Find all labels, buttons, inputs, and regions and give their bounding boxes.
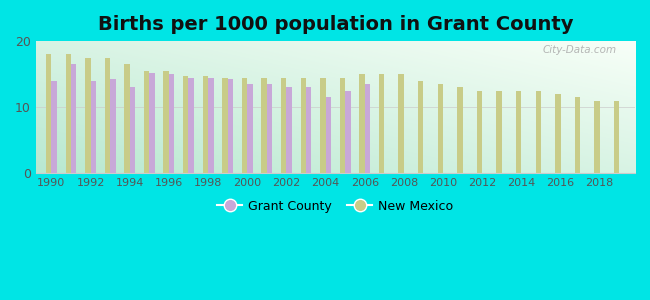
Bar: [90, 81, 96, 173]
Bar: [287, 87, 292, 173]
Bar: [418, 81, 424, 173]
Bar: [340, 77, 345, 173]
Legend: Grant County, New Mexico: Grant County, New Mexico: [212, 194, 458, 218]
Bar: [105, 58, 110, 173]
Bar: [398, 74, 404, 173]
Bar: [476, 91, 482, 173]
Bar: [497, 91, 502, 173]
Bar: [326, 98, 331, 173]
Bar: [242, 77, 247, 173]
Bar: [66, 54, 71, 173]
Bar: [266, 84, 272, 173]
Bar: [188, 77, 194, 173]
Bar: [71, 64, 77, 173]
Bar: [594, 101, 600, 173]
Bar: [110, 80, 116, 173]
Bar: [163, 71, 169, 173]
Text: City-Data.com: City-Data.com: [543, 45, 617, 55]
Bar: [85, 58, 90, 173]
Bar: [227, 79, 233, 173]
Bar: [457, 87, 463, 173]
Bar: [247, 84, 253, 173]
Title: Births per 1000 population in Grant County: Births per 1000 population in Grant Coun…: [98, 15, 573, 34]
Bar: [281, 77, 287, 173]
Bar: [183, 76, 188, 173]
Bar: [575, 98, 580, 173]
Bar: [320, 77, 326, 173]
Bar: [46, 54, 51, 173]
Bar: [144, 71, 150, 173]
Bar: [345, 91, 350, 173]
Bar: [261, 77, 266, 173]
Bar: [222, 77, 227, 173]
Bar: [379, 74, 384, 173]
Bar: [169, 74, 174, 173]
Bar: [130, 87, 135, 173]
Bar: [359, 74, 365, 173]
Bar: [614, 101, 619, 173]
Bar: [536, 91, 541, 173]
Bar: [203, 76, 208, 173]
Bar: [300, 77, 306, 173]
Bar: [306, 87, 311, 173]
Bar: [124, 64, 130, 173]
Bar: [51, 81, 57, 173]
Bar: [150, 73, 155, 173]
Bar: [555, 94, 560, 173]
Bar: [208, 77, 214, 173]
Bar: [365, 84, 370, 173]
Bar: [516, 91, 521, 173]
Bar: [437, 84, 443, 173]
